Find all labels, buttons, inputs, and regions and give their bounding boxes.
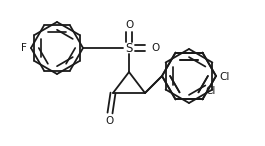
Text: O: O bbox=[151, 43, 159, 53]
Text: O: O bbox=[106, 116, 114, 126]
Text: F: F bbox=[21, 43, 27, 53]
Text: Cl: Cl bbox=[219, 72, 229, 82]
Text: Cl: Cl bbox=[205, 86, 216, 96]
Text: S: S bbox=[125, 41, 133, 54]
Text: O: O bbox=[125, 20, 133, 30]
